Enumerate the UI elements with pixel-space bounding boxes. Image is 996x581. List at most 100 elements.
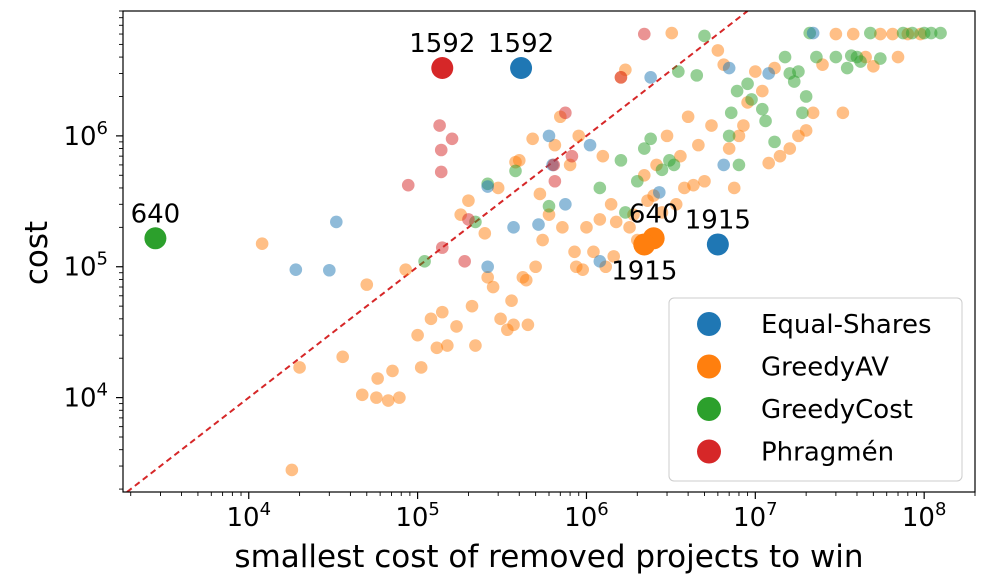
legend-marker <box>697 312 721 336</box>
data-point <box>934 26 947 40</box>
data-point <box>619 206 632 219</box>
data-point <box>655 206 669 219</box>
x-tick-label: 107 <box>733 499 778 533</box>
data-point <box>414 361 428 374</box>
data-point <box>724 106 738 120</box>
highlighted-point <box>706 233 729 256</box>
data-point <box>435 241 449 254</box>
data-point <box>386 364 399 378</box>
data-point <box>418 255 431 268</box>
data-point <box>722 129 736 143</box>
data-point <box>393 391 406 404</box>
x-tick-label: 105 <box>395 499 440 533</box>
data-point <box>698 174 711 188</box>
data-point <box>687 178 700 192</box>
data-point <box>559 198 572 211</box>
data-point <box>505 294 518 308</box>
data-point <box>593 255 607 268</box>
data-point <box>583 138 597 152</box>
data-point <box>399 263 412 276</box>
data-point <box>756 102 769 116</box>
data-point <box>556 221 569 234</box>
data-point <box>529 260 542 274</box>
data-point <box>548 138 562 152</box>
data-point <box>652 186 666 199</box>
data-point <box>614 154 628 167</box>
data-point <box>450 320 463 333</box>
data-point <box>462 194 475 207</box>
data-point <box>768 135 781 149</box>
legend: Equal-Shares GreedyAV GreedyCost Phragmén <box>668 297 963 482</box>
data-point <box>371 372 384 385</box>
data-point <box>896 26 910 40</box>
data-point <box>644 71 657 84</box>
x-axis-title: smallest cost of removed projects to win <box>234 539 863 575</box>
data-point <box>360 278 374 291</box>
highlighted-point <box>144 227 167 250</box>
data-point <box>727 181 741 195</box>
data-point <box>846 27 860 41</box>
data-point <box>874 52 887 65</box>
data-point <box>542 199 556 213</box>
data-point <box>787 75 801 88</box>
data-point <box>323 263 336 277</box>
data-point <box>547 158 561 172</box>
data-point <box>519 273 533 287</box>
data-point <box>411 328 424 342</box>
data-point <box>478 227 492 240</box>
data-point <box>465 299 479 313</box>
data-point <box>521 318 535 332</box>
y-tick-label: 104 <box>63 380 108 414</box>
data-point <box>762 67 775 80</box>
data-point <box>548 174 562 188</box>
data-point <box>293 361 306 374</box>
data-point <box>494 312 507 326</box>
data-point <box>741 77 754 91</box>
data-point <box>434 165 448 179</box>
data-point <box>840 61 854 75</box>
data-point <box>462 213 475 226</box>
data-point <box>655 163 669 177</box>
data-point <box>593 181 607 195</box>
data-point <box>430 341 444 355</box>
legend-label: Phragmén <box>761 438 894 468</box>
data-point <box>565 149 579 163</box>
data-point <box>381 394 395 407</box>
data-point <box>486 280 500 294</box>
legend-box <box>668 297 963 482</box>
data-point <box>433 119 446 132</box>
point-annotation: 1915 <box>685 205 751 235</box>
data-point <box>596 149 610 163</box>
x-tick-label: 106 <box>564 499 609 533</box>
data-point <box>669 198 683 211</box>
y-tick-label: 106 <box>63 118 108 152</box>
data-point <box>891 50 905 64</box>
data-point <box>609 215 623 229</box>
data-point <box>854 55 867 68</box>
data-point <box>732 158 746 172</box>
data-point <box>526 132 539 146</box>
data-point <box>614 71 628 84</box>
data-point <box>745 93 758 106</box>
data-point <box>667 158 681 172</box>
y-tick-label: 105 <box>63 249 108 283</box>
data-point <box>874 27 887 41</box>
data-point <box>481 271 494 284</box>
point-annotation: 640 <box>629 199 679 229</box>
data-point <box>576 263 589 276</box>
data-point <box>660 129 674 143</box>
highlighted-point <box>431 57 454 80</box>
data-point <box>722 142 736 155</box>
data-point <box>783 142 797 155</box>
data-point <box>886 27 899 41</box>
data-point <box>792 65 805 78</box>
data-point <box>836 106 850 120</box>
data-point <box>730 84 744 98</box>
data-point <box>644 132 657 146</box>
data-point <box>829 27 843 41</box>
data-point <box>732 129 746 143</box>
data-point <box>864 26 877 40</box>
data-point <box>255 237 269 251</box>
legend-marker <box>697 439 721 464</box>
